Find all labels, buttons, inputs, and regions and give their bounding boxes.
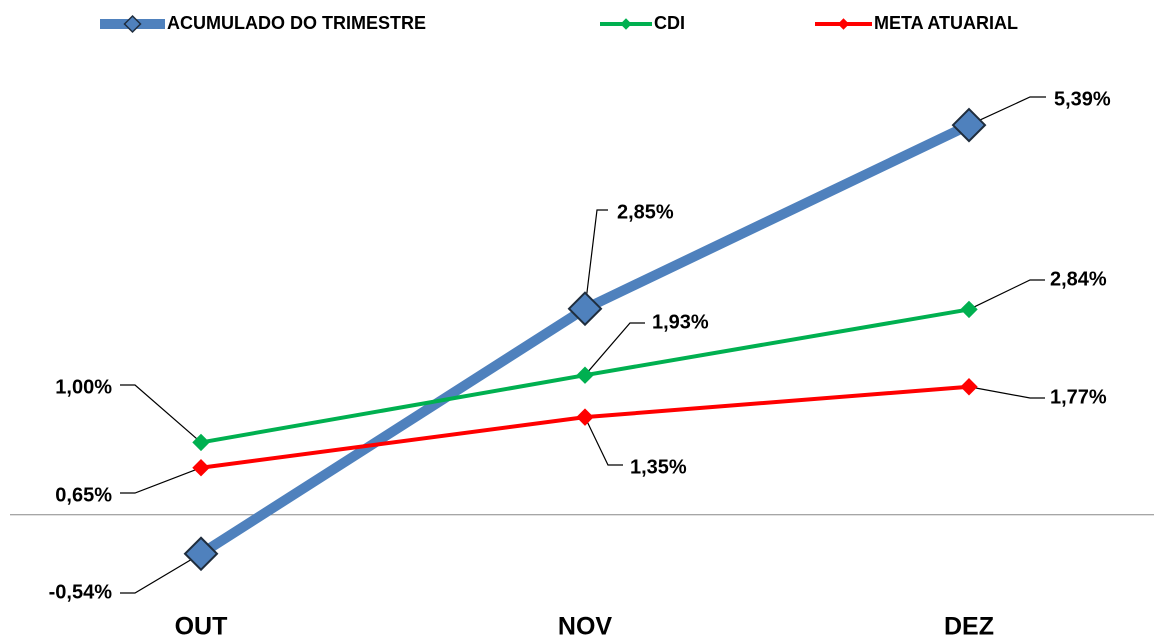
leader-line (968, 96, 1046, 126)
data-label: 1,35% (630, 456, 687, 478)
legend-marker (123, 14, 142, 34)
data-label: 1,93% (652, 311, 709, 333)
data-label: 2,84% (1050, 268, 1107, 290)
marker (183, 536, 219, 572)
data-label: 5,39% (1054, 88, 1111, 110)
leader-line (120, 553, 202, 594)
marker (960, 378, 978, 396)
data-label: 0,65% (55, 484, 112, 506)
data-label: 1,77% (1050, 386, 1107, 408)
leader-line (120, 467, 202, 494)
legend-marker (837, 18, 850, 30)
leader-line (584, 416, 623, 466)
data-label: 1,00% (55, 376, 112, 398)
leader-line (968, 279, 1045, 310)
marker (576, 408, 594, 426)
x-tick-label: NOV (558, 613, 613, 640)
x-tick-label: DEZ (944, 613, 994, 640)
data-label: -0,54% (49, 581, 113, 603)
marker (192, 433, 210, 452)
x-tick-label: OUT (175, 613, 228, 640)
marker (576, 366, 594, 384)
marker (567, 291, 603, 327)
series-line (200, 384, 970, 470)
marker (960, 300, 978, 319)
legend-label: CDI (654, 13, 685, 33)
marker (951, 107, 987, 143)
leader-line (968, 386, 1045, 399)
legend-label: ACUMULADO DO TRIMESTRE (167, 13, 426, 33)
data-label: 2,85% (617, 201, 674, 223)
leader-line (584, 322, 645, 376)
leader-line (584, 209, 608, 309)
marker (192, 459, 210, 477)
legend-label: META ATUARIAL (874, 13, 1018, 33)
series-line (198, 120, 972, 558)
leader-line (120, 384, 202, 443)
legend-marker (620, 18, 632, 30)
